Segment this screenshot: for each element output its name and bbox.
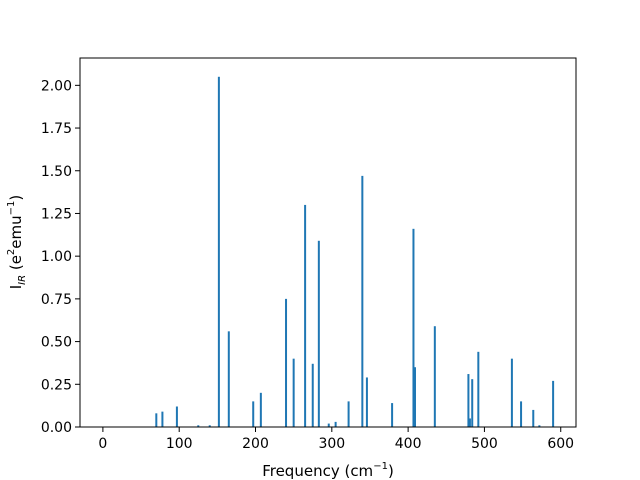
bar	[365, 377, 368, 427]
bar	[227, 331, 230, 427]
x-tick-label: 0	[98, 436, 107, 452]
y-tick-label: 1.50	[41, 164, 72, 180]
bar	[259, 392, 262, 427]
bar	[311, 363, 314, 427]
bar	[538, 425, 541, 427]
bar	[412, 228, 415, 427]
bar	[327, 423, 330, 427]
bar	[285, 298, 288, 428]
y-tick-label: 2.00	[41, 78, 72, 94]
bar	[155, 413, 158, 427]
x-tick-label: 200	[242, 436, 269, 452]
bar	[347, 401, 350, 428]
bar	[197, 425, 200, 427]
bar	[433, 326, 436, 427]
y-tick-label: 0.00	[41, 420, 72, 436]
bar	[317, 240, 320, 427]
bar	[471, 379, 474, 427]
y-tick-label: 0.25	[41, 377, 72, 393]
bar-series	[155, 76, 555, 428]
bar	[520, 401, 523, 428]
y-axis-label: IIR (e2emu−1)	[6, 195, 28, 290]
bar	[361, 175, 364, 427]
y-axis-ticks: 0.00 0.25 0.50 0.75 1.00 1.25 1.50 1.75 2.00	[41, 78, 80, 436]
bar	[468, 418, 471, 427]
y-tick-label: 1.25	[41, 206, 72, 222]
bar	[217, 76, 220, 427]
bar	[477, 351, 480, 427]
x-tick-label: 600	[547, 436, 574, 452]
x-axis-label: Frequency (cm−1)	[262, 461, 394, 480]
y-tick-label: 0.50	[41, 335, 72, 351]
y-tick-label: 1.75	[41, 121, 72, 137]
bar	[552, 380, 555, 428]
x-tick-label: 400	[395, 436, 422, 452]
y-tick-label: 0.75	[41, 292, 72, 308]
bar	[532, 409, 535, 427]
x-tick-label: 500	[471, 436, 498, 452]
plot-frame	[79, 57, 577, 428]
plot-background	[80, 58, 576, 427]
bar	[334, 421, 337, 428]
bar	[413, 367, 416, 427]
bar	[292, 358, 295, 427]
y-tick-label: 1.00	[41, 249, 72, 265]
bar	[175, 406, 178, 427]
x-tick-label: 100	[166, 436, 193, 452]
bar	[252, 401, 255, 428]
bar	[467, 374, 470, 427]
bar	[304, 204, 307, 427]
bar	[391, 403, 394, 427]
x-tick-label: 300	[318, 436, 345, 452]
bar	[161, 411, 164, 428]
bar	[208, 425, 211, 427]
x-axis-ticks: 0 100 200 300 400 500 600	[98, 427, 574, 452]
bar	[510, 358, 513, 427]
